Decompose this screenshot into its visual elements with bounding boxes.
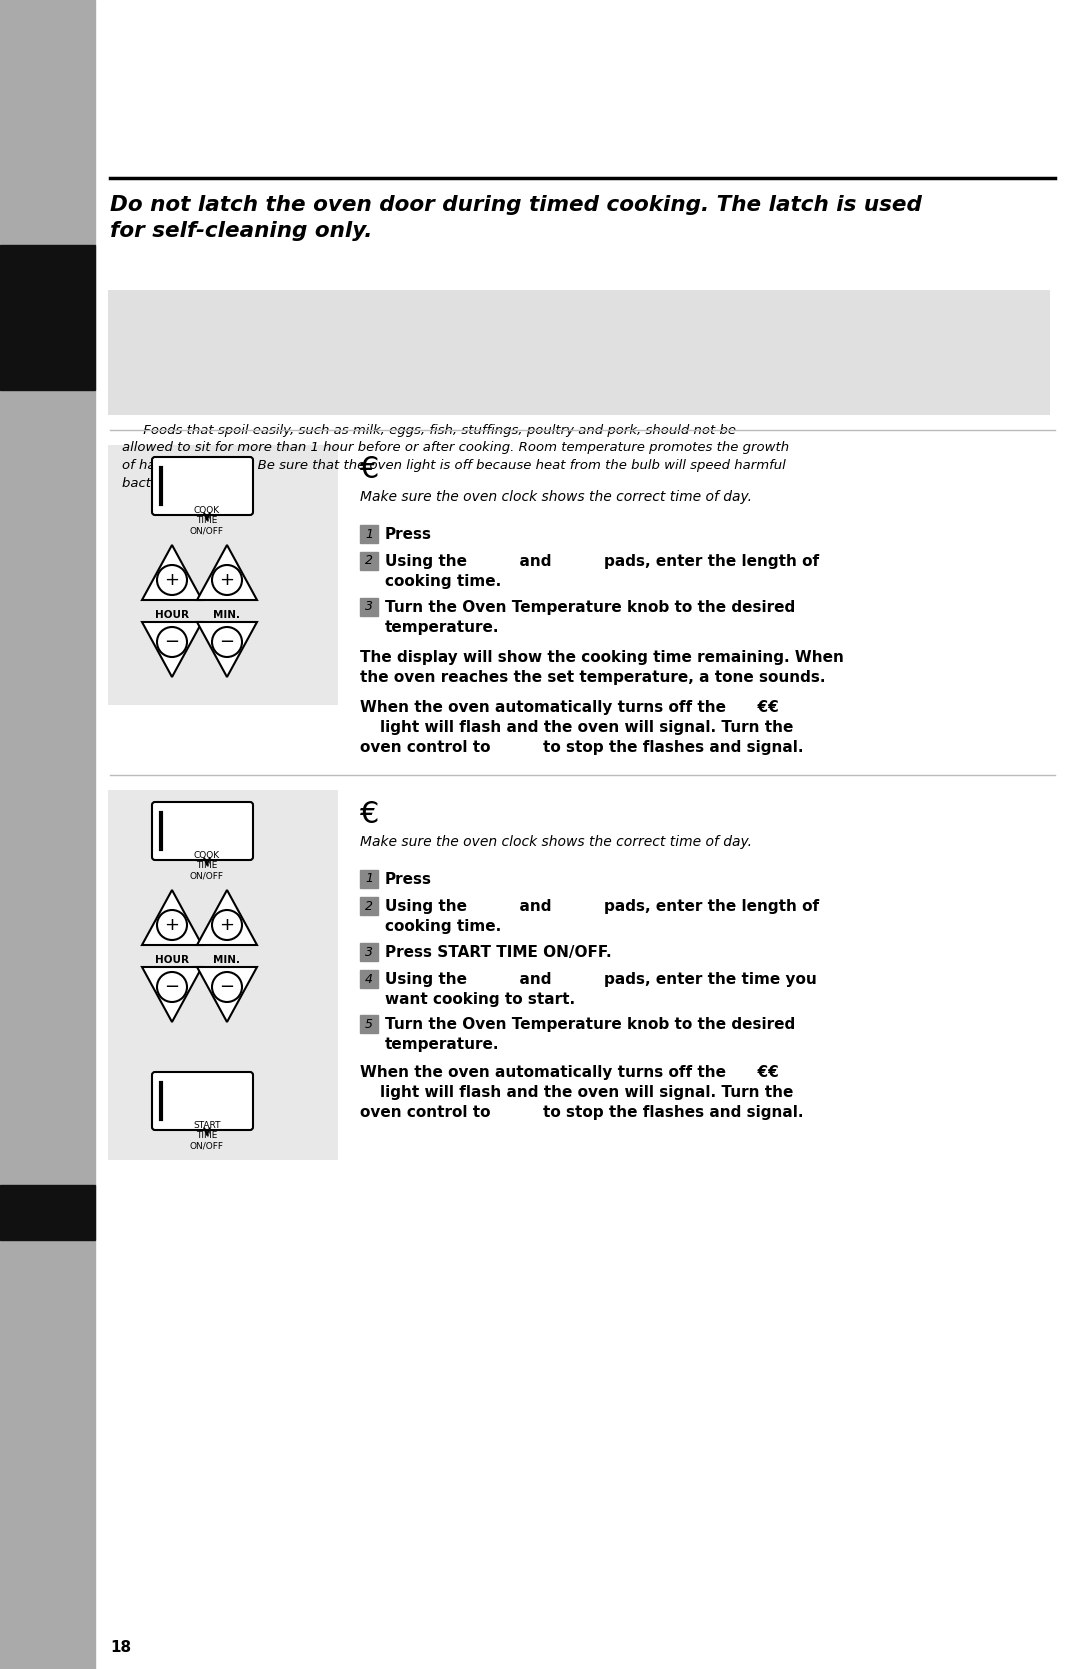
FancyBboxPatch shape xyxy=(152,803,253,860)
Text: 2: 2 xyxy=(365,554,373,567)
Circle shape xyxy=(157,910,187,940)
Text: 5: 5 xyxy=(365,1018,373,1030)
Text: Turn the Oven Temperature knob to the desired
temperature.: Turn the Oven Temperature knob to the de… xyxy=(384,599,795,634)
Bar xyxy=(0,245,95,391)
Text: Turn the Oven Temperature knob to the desired
temperature.: Turn the Oven Temperature knob to the de… xyxy=(384,1016,795,1051)
Text: HOUR: HOUR xyxy=(156,955,189,965)
Circle shape xyxy=(212,566,242,596)
Text: €: € xyxy=(360,799,379,829)
Text: Make sure the oven clock shows the correct time of day.: Make sure the oven clock shows the corre… xyxy=(360,491,752,504)
Text: −: − xyxy=(219,633,234,651)
Text: Using the          and          pads, enter the length of
cooking time.: Using the and pads, enter the length of … xyxy=(384,900,819,933)
Text: The display will show the cooking time remaining. When
the oven reaches the set : The display will show the cooking time r… xyxy=(360,649,843,686)
Text: COOK
TIME
ON/OFF: COOK TIME ON/OFF xyxy=(190,851,224,881)
Bar xyxy=(360,526,378,542)
Circle shape xyxy=(212,971,242,1001)
Text: +: + xyxy=(219,916,234,935)
Text: Press: Press xyxy=(384,527,432,542)
FancyBboxPatch shape xyxy=(152,1071,253,1130)
Bar xyxy=(360,552,378,571)
Bar xyxy=(360,870,378,888)
Text: light will flash and the oven will signal. Turn the: light will flash and the oven will signa… xyxy=(380,1085,794,1100)
Text: +: + xyxy=(164,571,179,589)
Text: €: € xyxy=(360,456,379,484)
Text: START
TIME
ON/OFF: START TIME ON/OFF xyxy=(190,1122,224,1152)
Text: 1: 1 xyxy=(365,527,373,541)
Text: Do not latch the oven door during timed cooking. The latch is used
for self-clea: Do not latch the oven door during timed … xyxy=(110,195,922,242)
Bar xyxy=(360,1015,378,1033)
Bar xyxy=(0,0,95,1669)
Polygon shape xyxy=(197,623,257,678)
Text: 3: 3 xyxy=(365,946,373,958)
Text: When the oven automatically turns off the      €€: When the oven automatically turns off th… xyxy=(360,699,779,714)
Text: light will flash and the oven will signal. Turn the: light will flash and the oven will signa… xyxy=(380,719,794,734)
Polygon shape xyxy=(141,966,202,1021)
Polygon shape xyxy=(141,890,202,945)
Text: 1: 1 xyxy=(365,873,373,886)
Circle shape xyxy=(212,628,242,658)
Bar xyxy=(108,446,338,704)
Text: 4: 4 xyxy=(365,973,373,985)
Polygon shape xyxy=(141,623,202,678)
Bar xyxy=(0,1185,95,1240)
Text: MIN.: MIN. xyxy=(214,955,241,965)
Text: +: + xyxy=(219,571,234,589)
Bar xyxy=(360,598,378,616)
Bar xyxy=(360,896,378,915)
Text: oven control to          to stop the flashes and signal.: oven control to to stop the flashes and … xyxy=(360,1105,804,1120)
Text: Foods that spoil easily, such as milk, eggs, fish, stuffings, poultry and pork, : Foods that spoil easily, such as milk, e… xyxy=(122,424,789,489)
Circle shape xyxy=(157,971,187,1001)
Text: 3: 3 xyxy=(365,601,373,614)
Polygon shape xyxy=(197,966,257,1021)
Text: Using the          and          pads, enter the time you
want cooking to start.: Using the and pads, enter the time you w… xyxy=(384,971,816,1006)
Text: 18: 18 xyxy=(110,1641,131,1656)
Text: When the oven automatically turns off the      €€: When the oven automatically turns off th… xyxy=(360,1065,779,1080)
Text: −: − xyxy=(164,633,179,651)
Text: Using the          and          pads, enter the length of
cooking time.: Using the and pads, enter the length of … xyxy=(384,554,819,589)
FancyBboxPatch shape xyxy=(152,457,253,516)
Bar xyxy=(360,943,378,961)
Text: Press: Press xyxy=(384,871,432,886)
Bar xyxy=(108,789,338,1160)
Text: COOK
TIME
ON/OFF: COOK TIME ON/OFF xyxy=(190,506,224,536)
Text: −: − xyxy=(219,978,234,996)
Text: Make sure the oven clock shows the correct time of day.: Make sure the oven clock shows the corre… xyxy=(360,834,752,850)
Bar xyxy=(360,970,378,988)
Text: +: + xyxy=(164,916,179,935)
Circle shape xyxy=(212,910,242,940)
Polygon shape xyxy=(141,546,202,599)
Text: oven control to          to stop the flashes and signal.: oven control to to stop the flashes and … xyxy=(360,739,804,754)
Text: 2: 2 xyxy=(365,900,373,913)
Polygon shape xyxy=(197,890,257,945)
Text: HOUR: HOUR xyxy=(156,609,189,619)
Bar xyxy=(108,290,1050,416)
Text: Press START TIME ON/OFF.: Press START TIME ON/OFF. xyxy=(384,945,611,960)
Text: −: − xyxy=(164,978,179,996)
Text: MIN.: MIN. xyxy=(214,609,241,619)
Circle shape xyxy=(157,628,187,658)
Polygon shape xyxy=(197,546,257,599)
Circle shape xyxy=(157,566,187,596)
